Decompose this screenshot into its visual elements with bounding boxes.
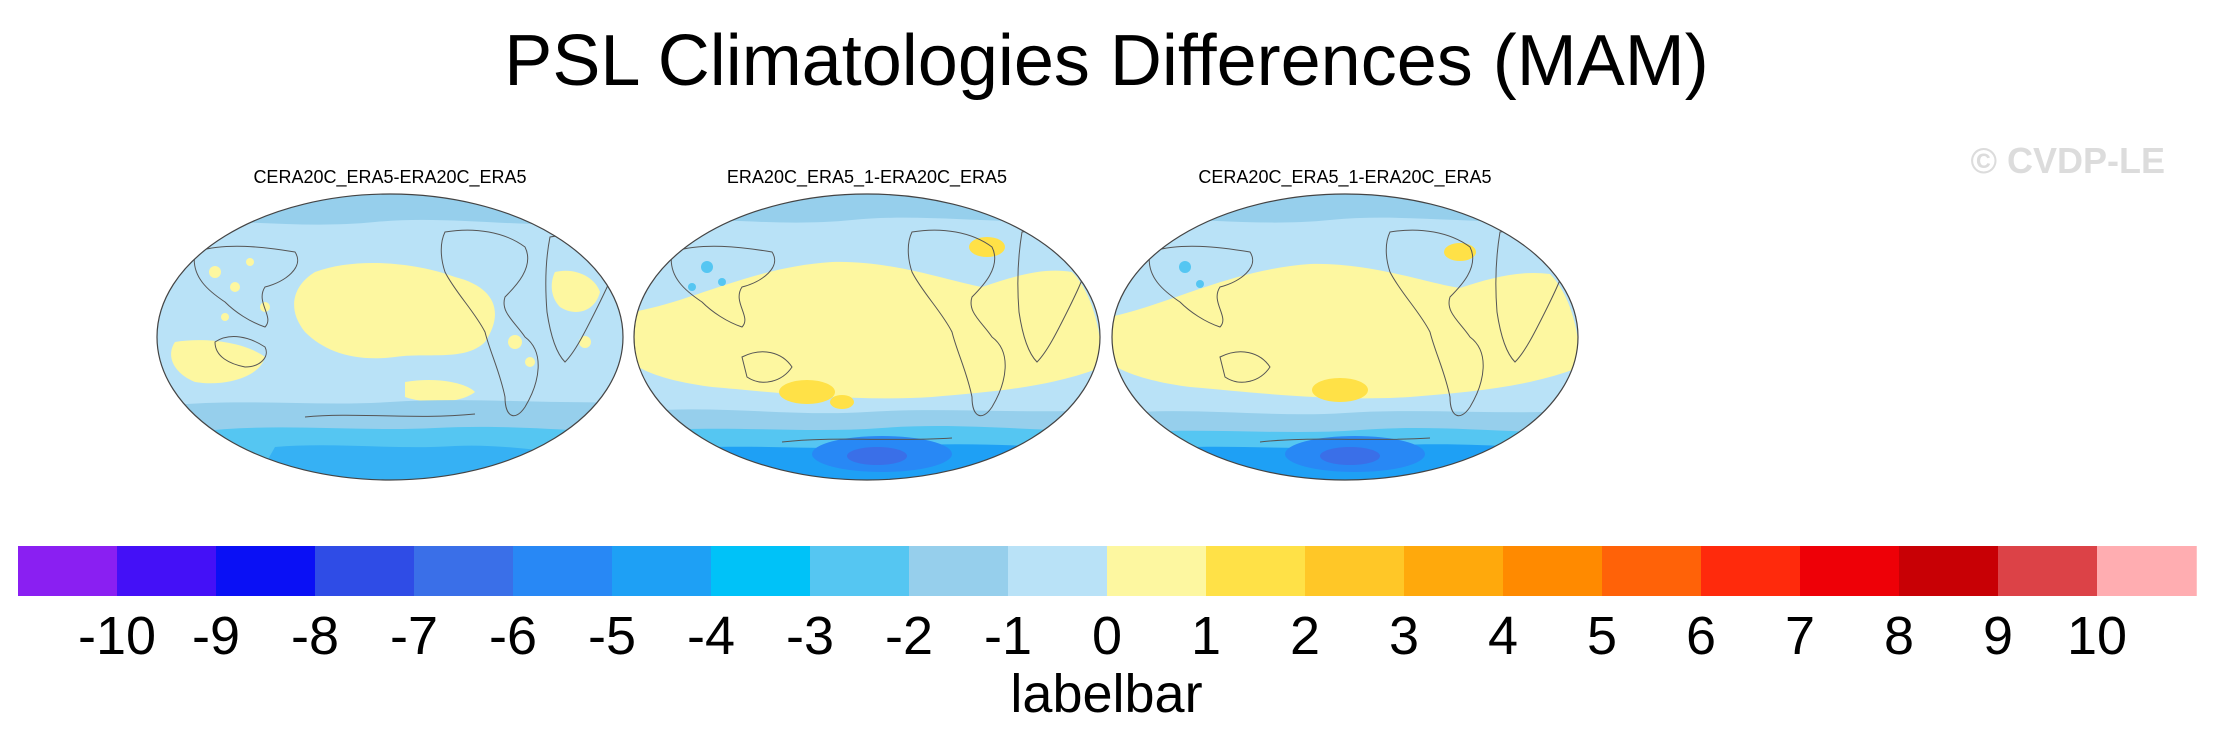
labelbar-color-box [1800,546,1900,596]
labelbar-tick-label: -2 [884,606,934,666]
labelbar-tick-label: -7 [389,606,439,666]
panel-title: CERA20C_ERA5_1-ERA20C_ERA5 [1198,167,1492,187]
labelbar-tick-label: 1 [1190,606,1222,666]
labelbar-tick-label: -8 [290,606,340,666]
labelbar-color-box [1206,546,1306,596]
labelbar-tick-label: -1 [983,606,1033,666]
labelbar-color-box [2097,546,2197,596]
labelbar-tick-label: -3 [785,606,835,666]
map-panel-3: CERA20C_ERA5_1-ERA20C_ERA5 [1110,166,1580,482]
world-map [633,193,1101,481]
labelbar-title: labelbar [1010,664,1203,724]
labelbar-tick-label: -10 [77,606,157,666]
labelbar-color-box [1305,546,1405,596]
labelbar-tick-label: -5 [587,606,637,666]
map-panel-1: CERA20C_ERA5-ERA20C_ERA5 [155,166,625,482]
labelbar-color-box [1998,546,2098,596]
labelbar-color-box [1602,546,1702,596]
labelbar-color-box [1899,546,1999,596]
labelbar-color-box [513,546,613,596]
labelbar-tick-label: 5 [1586,606,1618,666]
labelbar-tick-label: 8 [1883,606,1915,666]
labelbar-color-box [414,546,514,596]
labelbar-color-box [1404,546,1504,596]
labelbar-color-box [216,546,316,596]
watermark: © CVDP-LE [1970,140,2165,181]
labelbar-tick-label: 7 [1784,606,1816,666]
labelbar-tick-label: 9 [1982,606,2014,666]
labelbar-color-box [117,546,217,596]
panel-title: ERA20C_ERA5_1-ERA20C_ERA5 [726,167,1008,187]
labelbar-tick-label: -6 [488,606,538,666]
labelbar-color-box [810,546,910,596]
labelbar-tick-label: 4 [1487,606,1519,666]
labelbar-color-box [18,546,118,596]
labelbar-color-box [1008,546,1108,596]
map-panel-2: ERA20C_ERA5_1-ERA20C_ERA5 [632,166,1102,482]
panel-title: CERA20C_ERA5-ERA20C_ERA5 [253,167,527,187]
world-map [156,193,624,481]
labelbar-tick-label: 6 [1685,606,1717,666]
labelbar-color-box [1701,546,1801,596]
figure-title: PSL Climatologies Differences (MAM) [504,21,1709,101]
labelbar-tick-label: 2 [1289,606,1321,666]
labelbar-color-box [711,546,811,596]
labelbar-color-box [315,546,415,596]
labelbar-color-box [1503,546,1603,596]
color-labelbar [18,546,2197,596]
labelbar-tick-label: 10 [2066,606,2128,666]
labelbar-tick-label: 0 [1091,606,1123,666]
labelbar-tick-label: -9 [191,606,241,666]
labelbar-tick-label: -4 [686,606,736,666]
labelbar-color-box [1107,546,1207,596]
world-map [1111,193,1579,481]
labelbar-color-box [909,546,1009,596]
labelbar-tick-label: 3 [1388,606,1420,666]
labelbar-color-box [612,546,712,596]
